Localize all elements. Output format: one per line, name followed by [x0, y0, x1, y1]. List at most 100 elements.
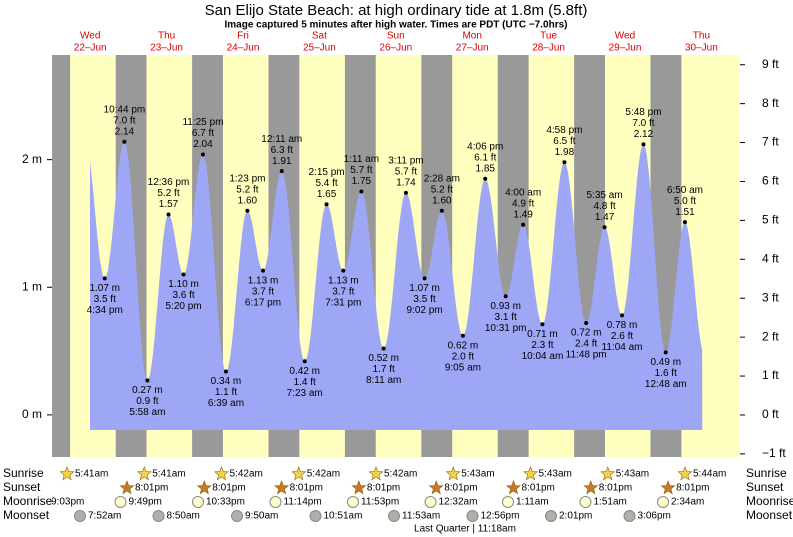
sun-icon — [677, 466, 693, 481]
tide-height: 1.13 m — [328, 275, 359, 286]
moonrise-time: 11:14pm — [284, 497, 322, 508]
tide-point — [521, 222, 526, 227]
y2-tick-label: 3 ft — [762, 290, 779, 304]
sun-icon — [291, 466, 307, 481]
day-date: 30–Jun — [685, 43, 718, 54]
tide-height: 6.1 ft — [474, 152, 496, 163]
tide-time: 10:31 pm — [485, 323, 527, 334]
tide-point — [102, 276, 107, 281]
tide-height: 7.0 ft — [113, 115, 135, 126]
sunrise-time: 5:41am — [152, 469, 185, 480]
sun-icon — [196, 480, 212, 495]
moon-icon — [623, 510, 636, 522]
moon-icon — [502, 496, 514, 508]
sunrise-time: 5:43am — [539, 469, 572, 480]
tide-height: 5.2 ft — [236, 184, 258, 195]
tide-height: 1.13 m — [248, 275, 279, 286]
tide-time: 12:11 am — [261, 134, 302, 145]
moonrise-time: 11:53pm — [361, 497, 399, 508]
sunset-time: 8:01pm — [135, 483, 168, 494]
chart-subtitle: Image captured 5 minutes after high wate… — [225, 20, 568, 31]
tide-height: 6.5 ft — [553, 136, 575, 147]
moon-icon — [231, 510, 243, 522]
tide-point — [540, 322, 545, 327]
sun-icon — [522, 466, 539, 481]
tide-point — [279, 169, 284, 174]
sunset-time: 8:01pm — [212, 483, 245, 494]
tide-time: 2:28 am — [424, 173, 460, 184]
sun-icon — [59, 466, 75, 481]
tide-height: 1.10 m — [168, 279, 199, 290]
tide-height: 7.0 ft — [632, 118, 654, 129]
tide-height: 2.4 ft — [575, 339, 597, 350]
day-name: Wed — [80, 31, 100, 42]
tide-height: 3.5 ft — [413, 294, 435, 305]
row-label: Sunrise — [3, 466, 44, 480]
moonrise-time: 9:49pm — [129, 497, 162, 508]
tide-height: 2.12 — [634, 129, 654, 140]
moonrise-time: 1:11am — [516, 497, 549, 508]
sunset-time: 8:01pm — [290, 483, 323, 494]
tide-time: 4:58 pm — [546, 125, 582, 136]
tide-point — [460, 333, 465, 338]
row-label-bg — [0, 509, 52, 523]
moon-icon — [152, 510, 165, 522]
moonset-time: 2:01pm — [559, 511, 592, 522]
sunrise-time: 5:42am — [307, 469, 340, 480]
tide-point — [181, 272, 186, 277]
sunrise-time: 5:41am — [75, 469, 108, 480]
tide-height: 0.78 m — [607, 320, 638, 331]
tide-height: 1.98 — [555, 147, 575, 158]
row-label-bg — [0, 481, 52, 495]
sun-icon — [213, 466, 230, 481]
tide-height: 5.4 ft — [315, 178, 337, 189]
moonset-time: 11:53am — [402, 511, 440, 522]
moon-icon — [545, 510, 557, 522]
tide-time: 5:35 am — [587, 190, 623, 201]
row-label-bg — [744, 467, 793, 481]
tide-height: 1.75 — [352, 176, 372, 187]
tide-height: 1.4 ft — [294, 377, 316, 388]
tide-height: 1.57 — [159, 199, 179, 210]
tide-point — [200, 152, 205, 157]
y-tick-label: 2 m — [22, 152, 42, 166]
moon-phase: Last Quarter | 11:18am — [414, 524, 516, 535]
tide-time: 3:11 pm — [388, 155, 423, 166]
sun-icon — [660, 480, 676, 495]
tide-time: 6:50 am — [667, 185, 703, 196]
tide-time: 5:58 am — [129, 407, 165, 418]
tide-height: 5.7 ft — [395, 166, 417, 177]
moon-icon — [579, 496, 592, 508]
tide-height: 1.47 — [595, 212, 615, 223]
tide-time: 9:05 am — [445, 362, 481, 373]
moon-icon — [269, 496, 282, 508]
tide-point — [483, 176, 488, 181]
tide-height: 0.9 ft — [136, 396, 158, 407]
tide-height: 0.71 m — [527, 329, 558, 340]
tide-area — [90, 141, 703, 431]
tide-point — [223, 369, 228, 374]
sun-icon — [505, 480, 522, 495]
tide-point — [562, 160, 567, 165]
row-label-bg — [744, 481, 793, 495]
row-label-bg — [744, 509, 793, 523]
tide-time: 11:04 am — [602, 342, 643, 353]
tide-point — [122, 139, 127, 144]
y2-tick-label: 8 ft — [762, 96, 779, 110]
tide-height: 1.6 ft — [655, 368, 677, 379]
tide-point — [324, 202, 329, 207]
moon-icon — [114, 496, 127, 508]
tide-time: 12:48 am — [645, 379, 687, 390]
sun-icon — [119, 480, 135, 495]
tide-height: 0.27 m — [132, 385, 163, 396]
y2-tick-label: 0 ft — [762, 407, 779, 421]
tide-time: 6:17 pm — [245, 297, 281, 308]
moonset-time: 9:50am — [245, 511, 278, 522]
tide-time: 4:00 am — [505, 187, 541, 198]
day-date: 29–Jun — [609, 43, 642, 54]
tide-height: 6.7 ft — [192, 128, 214, 139]
y2-tick-label: −1 ft — [762, 446, 786, 460]
tide-point — [403, 190, 408, 195]
tide-height: 0.49 m — [650, 357, 681, 368]
